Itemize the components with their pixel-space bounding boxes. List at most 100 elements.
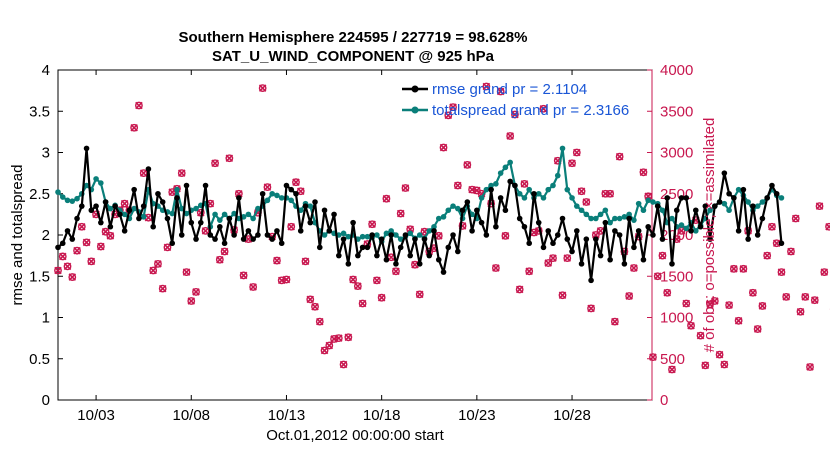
rmse-point: [531, 190, 537, 197]
rmse-point: [69, 236, 76, 242]
obs-possible-point: [396, 209, 405, 218]
obs-possible-point: [73, 246, 81, 255]
rmse-point: [512, 182, 518, 189]
rmse-point: [702, 203, 709, 209]
obs-possible-point: [192, 288, 200, 296]
rmse-point: [493, 223, 499, 230]
obs-possible-point: [220, 247, 229, 256]
totalspread-point: [650, 199, 656, 205]
obs-possible-point: [325, 341, 334, 350]
totalspread-point: [754, 203, 761, 209]
obs-assimilated-point: [106, 232, 115, 240]
totalspread-point: [545, 186, 552, 193]
obs-possible-point: [782, 292, 791, 301]
obs-assimilated-point: [192, 288, 200, 296]
obs-assimilated-point: [349, 275, 357, 284]
rmse-point: [678, 195, 685, 201]
obs-possible-point: [377, 293, 386, 302]
rmse-point: [226, 215, 233, 222]
rmse-point: [64, 228, 71, 234]
obs-assimilated-point: [739, 265, 748, 273]
rmse-point: [345, 261, 352, 267]
rmse-point: [597, 252, 604, 259]
obs-assimilated-point: [135, 101, 143, 110]
totalspread-point: [550, 182, 556, 189]
obs-assimilated-point: [644, 192, 652, 200]
totalspread-point: [526, 186, 533, 193]
rmse-point: [264, 232, 271, 238]
rmse-point: [274, 228, 280, 234]
rmse-point: [650, 232, 656, 238]
rmse-point: [197, 219, 204, 226]
rmse-point: [374, 252, 380, 259]
rmse-point: [250, 236, 256, 242]
totalspread-point: [535, 190, 542, 197]
totalspread-point: [93, 176, 99, 182]
rmse-point: [355, 252, 361, 259]
obs-assimilated-point: [715, 350, 724, 359]
obs-possible-point: [120, 199, 129, 208]
obs-assimilated-point: [568, 159, 576, 167]
obs-possible-point: [258, 84, 267, 93]
rmse-point: [764, 195, 770, 201]
obs-possible-point: [710, 297, 719, 305]
obs-assimilated-point: [511, 110, 519, 119]
totalspread-point: [121, 211, 128, 218]
x-tick-label: 10/03: [77, 407, 115, 424]
totalspread-point: [616, 215, 623, 222]
rmse-point: [735, 228, 742, 234]
obs-assimilated-point: [772, 239, 781, 248]
rmse-point: [569, 248, 575, 255]
obs-possible-point: [58, 252, 67, 261]
obs-assimilated-point: [311, 303, 319, 311]
obs-assimilated-point: [549, 254, 557, 262]
obs-possible-point: [753, 325, 762, 333]
obs-assimilated-point: [82, 238, 91, 247]
axis-ticks: 10/03 10/08 10/13 10/18 10/23 10/28 0 0.5 1 1.5 2 2…: [29, 62, 693, 424]
rmse-point: [474, 207, 480, 214]
rmse-point: [145, 166, 152, 172]
totalspread-point: [497, 170, 504, 176]
totalspread-point: [659, 207, 666, 214]
obs-possible-point: [301, 257, 310, 266]
totalspread-point: [364, 233, 371, 240]
obs-possible-point: [487, 199, 496, 208]
obs-assimilated-point: [225, 154, 234, 163]
totalspread-point: [707, 207, 713, 214]
totalspread-point: [397, 236, 404, 242]
obs-possible-point: [639, 168, 648, 177]
obs-possible-point: [625, 292, 634, 300]
y-right-tick-label: 500: [660, 351, 685, 368]
obs-assimilated-point: [373, 276, 381, 285]
obs-assimilated-point: [201, 227, 210, 235]
totalspread-point: [593, 215, 599, 222]
obs-possible-point: [687, 321, 695, 330]
rmse-point: [673, 207, 680, 214]
totalspread-point: [759, 199, 766, 205]
obs-assimilated-point: [63, 262, 72, 271]
rmse-point: [102, 199, 109, 205]
totalspread-point: [231, 210, 237, 217]
obs-assimilated-point: [258, 84, 267, 92]
rmse-point: [269, 236, 275, 242]
obs-assimilated-point: [658, 251, 667, 260]
rmse-point: [78, 203, 85, 209]
rmse-point: [526, 240, 533, 247]
rmse-point: [416, 261, 423, 267]
totalspread-point: [255, 205, 261, 212]
totalspread-point: [521, 195, 528, 201]
obs-possible-point: [501, 231, 510, 240]
obs-assimilated-point: [663, 288, 671, 297]
rmse-point: [393, 261, 399, 267]
totalspread-point: [416, 232, 423, 238]
rmse-point: [445, 244, 452, 251]
totalspread-point: [540, 195, 547, 201]
rmse-point: [174, 195, 180, 201]
totalspread-point: [602, 207, 609, 214]
obs-assimilated-point: [758, 302, 767, 310]
y-left-tick-label: 4: [42, 62, 50, 79]
obs-possible-point: [63, 262, 72, 271]
obs-assimilated-point: [273, 256, 281, 265]
y-left-tick-label: 2: [42, 227, 50, 244]
obs-possible-point: [663, 288, 672, 297]
